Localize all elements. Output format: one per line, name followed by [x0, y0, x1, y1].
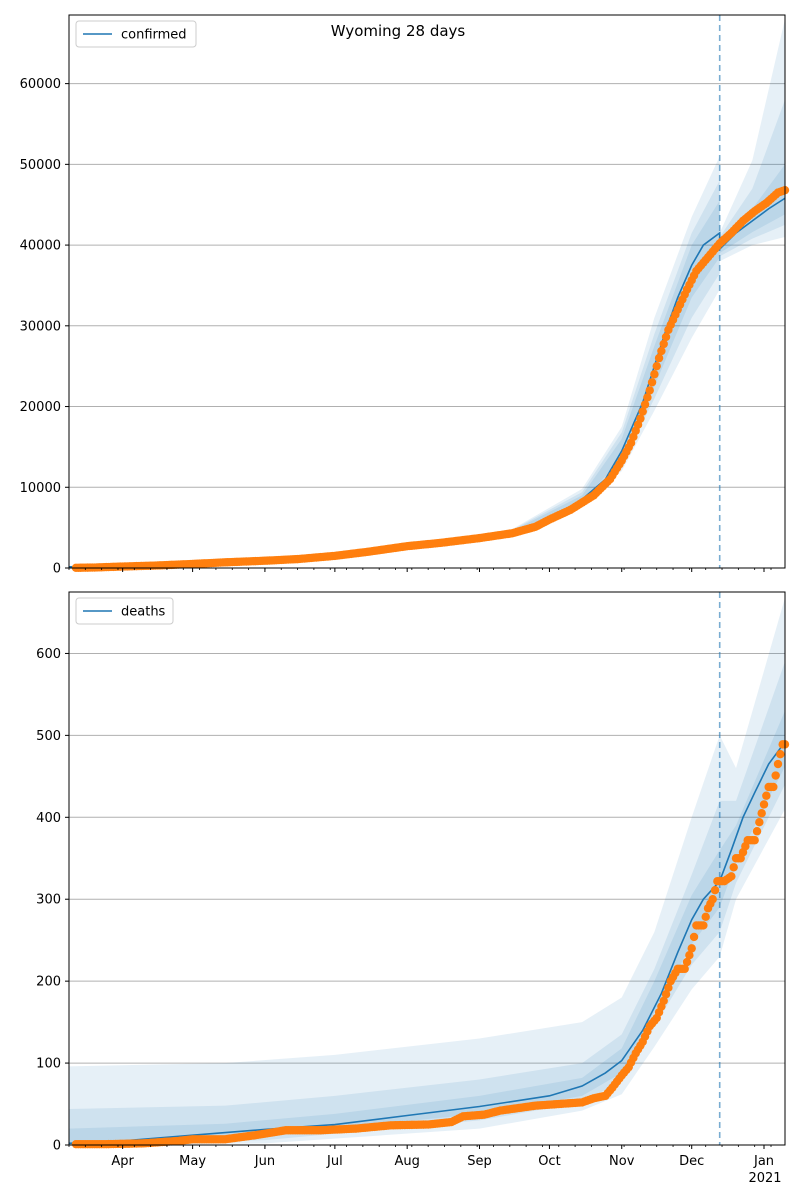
deaths-observed-point [659, 996, 668, 1006]
x-tick-label: Nov [609, 1154, 635, 1169]
deaths-observed-point [729, 863, 738, 872]
x-tick-label: May [179, 1154, 206, 1169]
deaths-observed-point [776, 750, 785, 759]
deaths-plot-frame [68, 591, 786, 1146]
x-tick-label: Oct [538, 1154, 560, 1169]
x-tick-label: Dec [679, 1154, 704, 1169]
confirmed-legend: confirmed [75, 20, 197, 48]
confirmed-bands [512, 19, 785, 535]
confirmed-y-tick-label: 0 [53, 562, 61, 577]
deaths-observed-point [759, 800, 769, 809]
deaths-y-tick-label: 400 [36, 811, 61, 826]
confirmed-y-ticks: 0 10000 20000 30000 40000 50000 60000 [20, 77, 69, 577]
deaths-observed-point [710, 886, 720, 895]
deaths-y-tick-label: 600 [36, 647, 61, 662]
deaths-y-tick-label: 200 [36, 975, 61, 990]
deaths-observed-point [773, 759, 783, 769]
confirmed-y-tick-label: 40000 [20, 239, 61, 254]
deaths-observed-points [71, 740, 790, 1149]
confirmed-observed-point [652, 361, 661, 371]
confirmed-plot-frame [68, 14, 786, 569]
confirmed-y-tick-label: 10000 [20, 481, 61, 496]
confirmed-observed-points [71, 185, 790, 573]
deaths-y-tick-label: 0 [53, 1139, 61, 1154]
confirmed-observed-point [640, 400, 650, 409]
chart-title: Wyoming 28 days [331, 22, 466, 40]
deaths-x-ticks: Apr May Jun Jul Aug Sep Oct Nov Dec Jan [68, 1145, 774, 1169]
confirmed-observed-point [636, 414, 645, 423]
confirmed-observed-point [638, 407, 647, 416]
confirmed-observed-point [661, 332, 671, 342]
x-tick-label: Apr [111, 1154, 134, 1169]
confirmed-y-tick-label: 30000 [20, 319, 61, 334]
confirmed-panel: 0 10000 20000 30000 40000 50000 60000 Wyoming … [20, 14, 790, 577]
confirmed-grid [69, 83, 785, 488]
x-tick-label: Aug [394, 1154, 419, 1169]
deaths-observed-point [750, 836, 759, 845]
deaths-y-tick-label: 300 [36, 893, 61, 908]
deaths-uncertainty-band [69, 597, 785, 1145]
confirmed-observed-point [643, 393, 652, 402]
deaths-observed-point [661, 990, 671, 999]
deaths-observed-point [699, 921, 708, 930]
deaths-observed-point [687, 944, 696, 953]
deaths-panel: 0 100 200 300 400 500 600 Apr May Jun Jul Aug Sep Oc… [36, 591, 790, 1186]
confirmed-legend-box [75, 20, 197, 48]
deaths-observed-point [762, 791, 771, 800]
deaths-observed-point [727, 872, 736, 881]
confirmed-y-tick-label: 60000 [20, 77, 61, 92]
confirmed-y-tick-label: 50000 [20, 158, 61, 173]
deaths-legend: deaths [75, 597, 174, 625]
x-tick-label: Jan [753, 1154, 774, 1169]
confirmed-observed-point [647, 378, 657, 387]
confirmed-uncertainty-band [512, 99, 785, 535]
x-tick-label: Jul [326, 1154, 343, 1169]
deaths-observed-point [771, 771, 780, 780]
confirmed-observed-point [654, 353, 664, 363]
x-axis-year-label: 2021 [748, 1171, 781, 1186]
deaths-observed-point [685, 951, 694, 960]
deaths-observed-point [689, 932, 699, 942]
deaths-bands [69, 597, 785, 1145]
confirmed-legend-label: confirmed [121, 28, 187, 43]
confirmed-y-tick-label: 20000 [20, 400, 61, 415]
deaths-y-tick-label: 500 [36, 729, 61, 744]
deaths-observed-point [752, 827, 762, 836]
confirmed-uncertainty-band [512, 164, 785, 534]
deaths-observed-point [755, 818, 764, 827]
x-tick-label: Jun [254, 1154, 275, 1169]
deaths-observed-point [682, 957, 692, 967]
deaths-legend-box [75, 597, 174, 625]
deaths-observed-point [708, 895, 717, 904]
confirmed-observed-point [659, 339, 668, 349]
confirmed-x-ticks [68, 568, 772, 572]
deaths-observed-point [680, 964, 689, 974]
confirmed-observed-point [650, 370, 659, 379]
confirmed-observed-point [657, 346, 666, 356]
deaths-observed-point [701, 912, 710, 922]
deaths-observed-point [664, 983, 673, 992]
deaths-legend-label: deaths [121, 605, 166, 620]
deaths-y-tick-label: 100 [36, 1057, 61, 1072]
deaths-observed-point [757, 809, 766, 818]
deaths-observed-point [769, 782, 778, 792]
x-tick-label: Sep [467, 1154, 492, 1169]
confirmed-observed-point [645, 386, 654, 395]
deaths-y-ticks: 0 100 200 300 400 500 600 [36, 647, 69, 1154]
